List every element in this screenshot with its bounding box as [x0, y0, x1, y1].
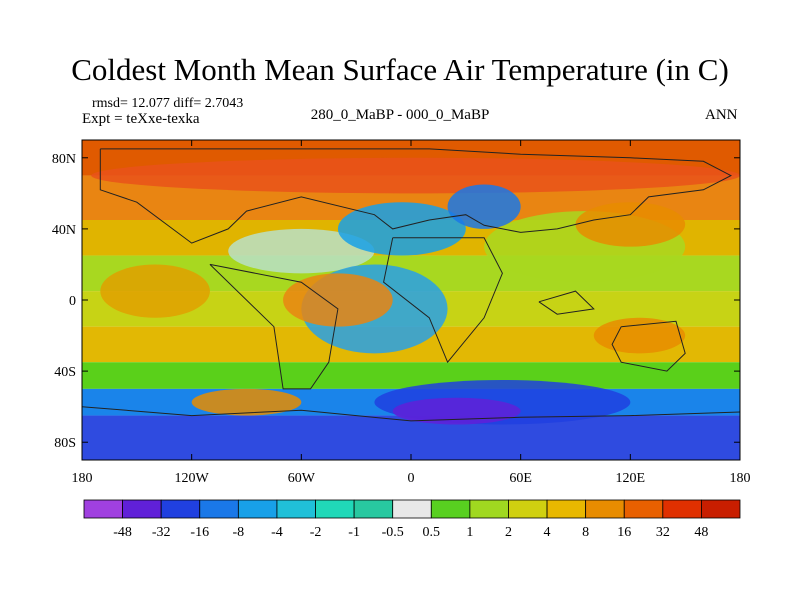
- anomaly-regions: [91, 157, 740, 425]
- axis-ticks: 180 120W 60W 0 60E 120E 180 80N 40N 0 40S 80S: [52, 140, 751, 486]
- colorbar-label-3: -8: [233, 525, 245, 540]
- colorbar-label-4: -4: [271, 525, 283, 540]
- colorbar-label-8: 0.5: [423, 525, 441, 540]
- anomaly-patch-3: [337, 202, 466, 256]
- experiment-label: Expt = teXxe-texka: [82, 111, 200, 127]
- colorbar-box-13: [585, 499, 625, 519]
- colorbar-box-9: [430, 499, 471, 519]
- colorbar-box-6: [315, 499, 355, 519]
- coastline-4: [81, 406, 741, 422]
- colorbar-label-1: -32: [152, 525, 171, 540]
- anomaly-patch-9: [593, 317, 686, 354]
- field-band-6: [82, 362, 740, 389]
- anomaly-patch-7: [447, 184, 521, 229]
- colorbar-label-6: -1: [348, 525, 360, 540]
- y-tick-label-2: 0: [69, 294, 76, 309]
- colorbar-box-7: [353, 499, 394, 519]
- coastline-1: [209, 263, 339, 390]
- colorbar-box-3: [199, 499, 239, 519]
- coastline-3: [611, 320, 686, 372]
- colorbar-label-7: -0.5: [382, 525, 404, 540]
- colorbar-box-1: [122, 499, 162, 519]
- comparison-label: 280_0_MaBP - 000_0_MaBP: [310, 107, 490, 123]
- anomaly-patch-12: [392, 397, 521, 425]
- colorbar-box-8: [392, 499, 432, 519]
- colorbar-label-12: 8: [582, 525, 589, 540]
- colorbar-box-16: [701, 499, 741, 519]
- anomaly-patch-5: [283, 273, 393, 327]
- colorbar-label-11: 4: [544, 525, 551, 540]
- anomaly-patch-2: [228, 228, 375, 274]
- stats-line: rmsd= 12.077 diff= 2.7043: [92, 96, 244, 111]
- anomaly-patch-1: [100, 264, 210, 318]
- colorbar-label-2: -16: [190, 525, 209, 540]
- season-label: ANN: [705, 107, 738, 123]
- anomaly-patch-10: [191, 388, 302, 416]
- x-tick-label-2: 60W: [288, 471, 316, 486]
- coastlines: [81, 148, 741, 422]
- x-tick-label-1: 120W: [175, 471, 210, 486]
- colorbar-box-4: [237, 499, 278, 519]
- x-tick-label-3: 0: [408, 471, 415, 486]
- colorbar-box-0: [83, 499, 123, 519]
- colorbar-box-12: [546, 499, 587, 519]
- colorbar-label-14: 32: [656, 525, 670, 540]
- colorbar-label-0: -48: [113, 525, 132, 540]
- y-tick-label-1: 40N: [52, 223, 76, 238]
- colorbar-box-14: [623, 499, 664, 519]
- x-tick-label-5: 120E: [616, 471, 646, 486]
- y-tick-label-4: 80S: [54, 436, 76, 451]
- field-band-8: [82, 415, 740, 460]
- coastline-0: [99, 148, 732, 244]
- colorbar-label-5: -2: [310, 525, 322, 540]
- colorbar-box-2: [160, 499, 201, 519]
- x-tick-label-6: 180: [730, 471, 751, 486]
- colorbar-box-10: [469, 499, 509, 519]
- anomaly-patch-8: [575, 202, 686, 247]
- x-tick-label-4: 60E: [509, 471, 532, 486]
- anomaly-patch-0: [91, 157, 740, 194]
- y-tick-label-0: 80N: [52, 152, 76, 167]
- coastline-2: [383, 237, 503, 364]
- chart-title: Coldest Month Mean Surface Air Temperatu…: [71, 52, 729, 87]
- colorbar-label-9: 1: [466, 525, 473, 540]
- y-tick-label-3: 40S: [54, 365, 76, 380]
- colorbar-label-10: 2: [505, 525, 512, 540]
- colorbar-label-13: 16: [617, 525, 631, 540]
- colorbar-label-15: 48: [694, 525, 708, 540]
- coastline-5: [538, 290, 595, 315]
- colorbar-box-11: [508, 499, 548, 519]
- colorbar: -48 -32 -16 -8 -4 -2 -1 -0.5 0.5 1 2 4 8 16 32 48: [83, 499, 741, 540]
- colorbar-box-5: [276, 499, 316, 519]
- x-tick-label-0: 180: [72, 471, 93, 486]
- colorbar-box-15: [662, 499, 702, 519]
